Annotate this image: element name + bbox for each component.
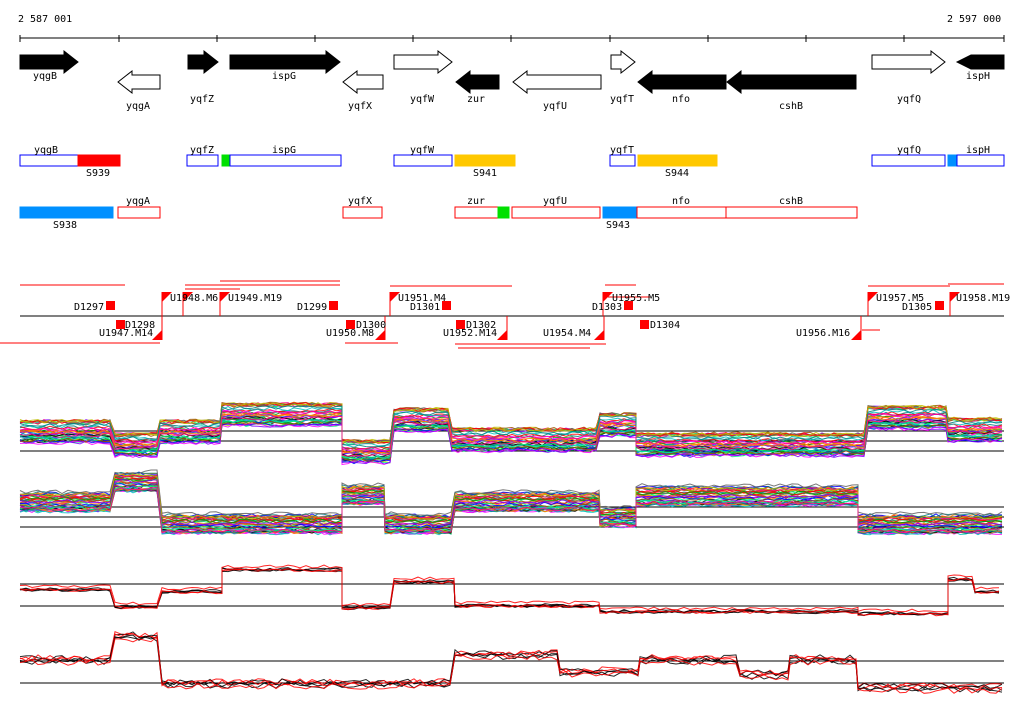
- feature-label[interactable]: U1958.M19: [956, 293, 1010, 304]
- svg-text:yqfU: yqfU: [543, 101, 567, 112]
- feature-label[interactable]: D1303: [592, 302, 622, 313]
- feature-label[interactable]: D1297: [74, 302, 104, 313]
- feature-label[interactable]: U1949.M19: [228, 293, 282, 304]
- gene-yqfW[interactable]: yqfW: [393, 49, 453, 105]
- gene-track: yqgB yqgA yqfZ ispG yqfX yqfW zur yqfU y…: [19, 49, 1005, 112]
- green-marker: [221, 154, 231, 167]
- svg-text:zur: zur: [467, 94, 485, 105]
- feature-label[interactable]: U1955.M5: [612, 293, 660, 304]
- gene-yqgB[interactable]: yqgB: [19, 49, 79, 82]
- annot-ispH[interactable]: ispH: [956, 145, 1005, 167]
- gene-yqfU[interactable]: yqfU: [512, 69, 602, 112]
- gene-ispG[interactable]: ispG: [229, 49, 341, 82]
- annot-nfo[interactable]: nfo: [636, 196, 727, 219]
- tiling-profile-plus: [19, 564, 1004, 617]
- annot-yqfZ[interactable]: yqfZ: [186, 145, 219, 167]
- svg-text:yqfX: yqfX: [348, 101, 372, 112]
- tiling-profile-minus: [19, 631, 1004, 694]
- annot-yqfX[interactable]: yqfX: [342, 196, 383, 219]
- feature-label[interactable]: U1956.M16: [796, 328, 850, 339]
- svg-text:yqfT: yqfT: [610, 94, 634, 105]
- gene-yqfX[interactable]: yqfX: [342, 69, 384, 112]
- svg-text:cshB: cshB: [779, 196, 803, 207]
- annot-ispG[interactable]: ispG: [229, 145, 342, 167]
- feature-label[interactable]: U1952.M14: [443, 328, 497, 339]
- svg-text:yqfW: yqfW: [410, 94, 435, 105]
- gene-zur[interactable]: zur: [455, 69, 500, 105]
- gene-yqfT[interactable]: yqfT: [610, 49, 636, 105]
- feature-label[interactable]: D1300: [356, 320, 386, 331]
- svg-text:cshB: cshB: [779, 101, 803, 112]
- feature-label[interactable]: U1948.M6: [170, 293, 218, 304]
- feature-label[interactable]: U1957.M5: [876, 293, 924, 304]
- segment-S939[interactable]: S939: [77, 154, 121, 179]
- svg-text:yqgB: yqgB: [34, 145, 58, 156]
- gene-nfo[interactable]: nfo: [637, 69, 727, 105]
- minus-strand-annotation: S938 yqgA yqfX zur yqfU S943 nfo cshB: [19, 196, 858, 231]
- feature-label[interactable]: D1304: [650, 320, 680, 331]
- feature-track: D1297 U1948.M6 U1949.M19 D1299 U1951.M4 …: [0, 280, 1010, 349]
- annot-yqgB[interactable]: yqgB: [19, 145, 79, 167]
- annot-yqfW[interactable]: yqfW: [393, 145, 453, 167]
- annot-yqfT[interactable]: yqfT: [609, 145, 636, 167]
- ruler-end-label: 2 597 000: [947, 14, 1001, 25]
- segment-S943[interactable]: S943: [602, 206, 638, 231]
- gene-yqgA[interactable]: yqgA: [117, 69, 161, 112]
- segment-S941[interactable]: S941: [454, 154, 516, 179]
- svg-text:ispH: ispH: [966, 71, 990, 82]
- expression-profile-minus: [19, 469, 1004, 536]
- svg-text:yqfQ: yqfQ: [897, 145, 921, 156]
- svg-text:S943: S943: [606, 220, 630, 231]
- svg-text:yqfT: yqfT: [610, 145, 634, 156]
- annot-yqgA[interactable]: yqgA: [117, 196, 161, 219]
- feature-label[interactable]: D1301: [410, 302, 440, 313]
- annot-zur[interactable]: zur: [454, 196, 499, 219]
- ruler-start-label: 2 587 001: [18, 14, 72, 25]
- blue-marker: [947, 154, 958, 167]
- svg-text:yqfZ: yqfZ: [190, 145, 214, 156]
- coordinate-ruler: 2 587 001 2 597 000: [18, 14, 1005, 42]
- feature-label[interactable]: U1954.M4: [543, 328, 591, 339]
- feature-label[interactable]: U1950.M8: [326, 328, 374, 339]
- segment-S938[interactable]: S938: [19, 206, 114, 231]
- gene-yqfZ[interactable]: yqfZ: [187, 49, 219, 105]
- svg-text:ispH: ispH: [966, 145, 990, 156]
- svg-text:yqfW: yqfW: [410, 145, 435, 156]
- annot-yqfU[interactable]: yqfU: [511, 196, 601, 219]
- gene-cshB[interactable]: cshB: [726, 69, 857, 112]
- svg-text:S938: S938: [53, 220, 77, 231]
- green-marker: [497, 206, 510, 219]
- gene-yqfQ[interactable]: yqfQ: [871, 49, 946, 105]
- svg-text:ispG: ispG: [272, 145, 296, 156]
- svg-text:yqfX: yqfX: [348, 196, 372, 207]
- plus-strand-annotation: yqgB S939 yqfZ ispG yqfW S941 yqfT S944 …: [19, 145, 1005, 179]
- annot-yqfQ[interactable]: yqfQ: [871, 145, 946, 167]
- segment-S944[interactable]: S944: [637, 154, 718, 179]
- svg-text:yqgA: yqgA: [126, 196, 150, 207]
- feature-label[interactable]: D1302: [466, 320, 496, 331]
- svg-text:S939: S939: [86, 168, 110, 179]
- svg-text:yqfZ: yqfZ: [190, 94, 214, 105]
- svg-text:yqgB: yqgB: [33, 71, 57, 82]
- ruler-ticks: [19, 35, 1005, 42]
- feature-label[interactable]: D1299: [297, 302, 327, 313]
- svg-text:S944: S944: [665, 168, 689, 179]
- svg-text:ispG: ispG: [272, 71, 296, 82]
- annot-cshB[interactable]: cshB: [725, 196, 858, 219]
- svg-text:nfo: nfo: [672, 94, 690, 105]
- feature-label[interactable]: D1298: [125, 320, 155, 331]
- svg-text:nfo: nfo: [672, 196, 690, 207]
- expression-profile-plus: [19, 401, 1004, 466]
- feature-label[interactable]: U1951.M4: [398, 293, 446, 304]
- feature-label[interactable]: D1305: [902, 302, 932, 313]
- feature-label[interactable]: U1947.M14: [99, 328, 153, 339]
- svg-text:S941: S941: [473, 168, 497, 179]
- svg-text:yqfQ: yqfQ: [897, 94, 921, 105]
- svg-text:zur: zur: [467, 196, 485, 207]
- svg-text:yqgA: yqgA: [126, 101, 150, 112]
- gene-ispH[interactable]: ispH: [955, 54, 1005, 82]
- svg-text:yqfU: yqfU: [543, 196, 567, 207]
